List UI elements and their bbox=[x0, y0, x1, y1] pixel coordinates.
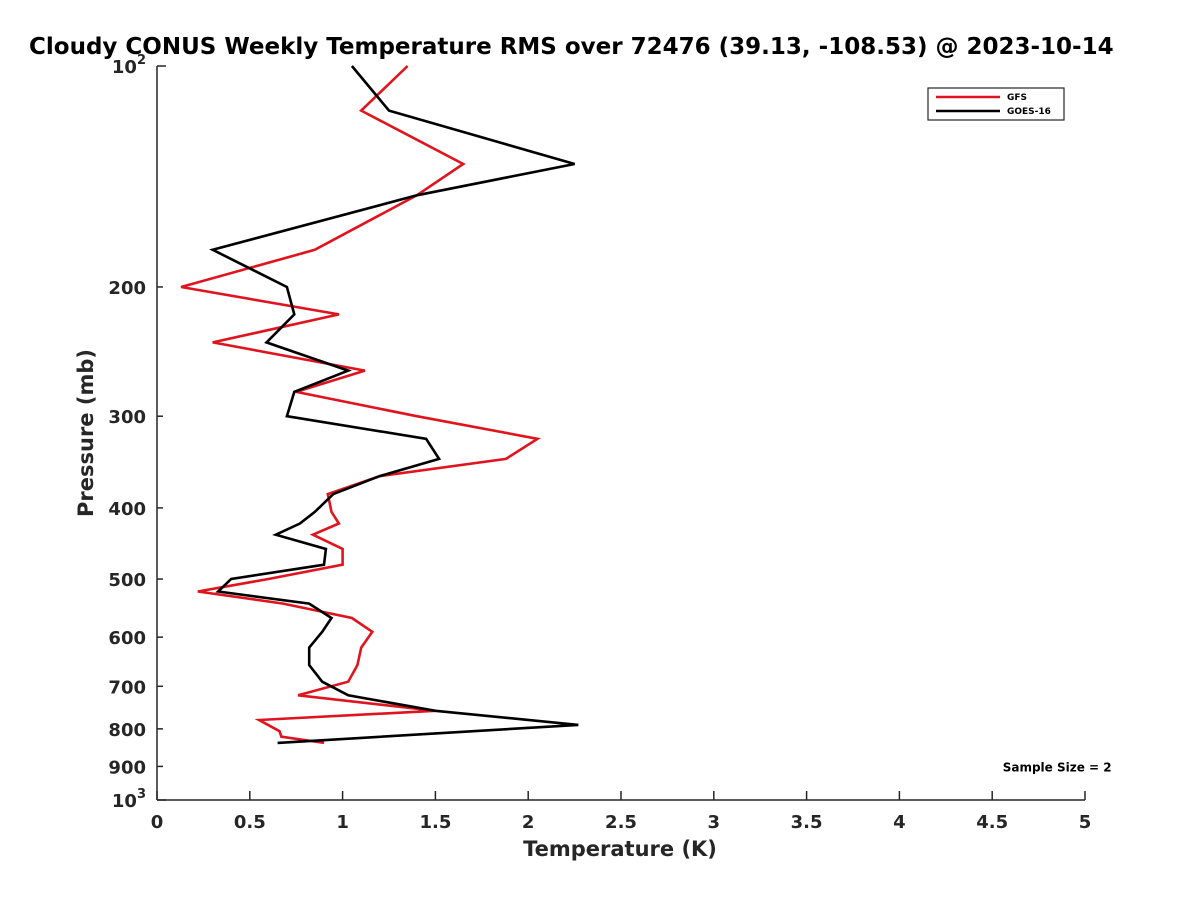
x-tick-label: 1 bbox=[336, 812, 349, 833]
series-line-goes-16 bbox=[209, 65, 579, 745]
x-tick-label: 4 bbox=[893, 812, 906, 833]
x-tick-label: 0.5 bbox=[234, 812, 266, 833]
legend: GFS GOES-16 bbox=[927, 87, 1065, 121]
y-tick-label: 900 bbox=[108, 757, 146, 778]
y-tick-label: 400 bbox=[108, 499, 146, 520]
x-tick-label: 1.5 bbox=[419, 812, 451, 833]
y-axis-label: Pressure (mb) bbox=[74, 349, 98, 517]
annotations: Sample Size = 2 bbox=[1003, 760, 1112, 774]
y-tick-label: 103 bbox=[112, 787, 146, 812]
y-tick-label: 800 bbox=[108, 720, 146, 741]
x-tick-label: 2 bbox=[522, 812, 535, 833]
y-tick-label: 300 bbox=[108, 407, 146, 428]
x-axis-label: Temperature (K) bbox=[523, 837, 717, 861]
chart-title: Cloudy CONUS Weekly Temperature RMS over… bbox=[29, 34, 1114, 60]
y-tick-label: 600 bbox=[108, 628, 146, 649]
legend-box bbox=[927, 87, 1065, 121]
x-tick-label: 0 bbox=[151, 812, 164, 833]
x-tick-label: 2.5 bbox=[605, 812, 637, 833]
series-line-gfs bbox=[180, 65, 541, 745]
x-tick-label: 4.5 bbox=[976, 812, 1008, 833]
y-tick-label: 102 bbox=[112, 53, 146, 78]
x-tick-label: 3.5 bbox=[791, 812, 823, 833]
legend-label: GFS bbox=[1007, 93, 1027, 103]
y-tick-label: 200 bbox=[108, 278, 146, 299]
y-tick-label: 500 bbox=[108, 570, 146, 591]
y-tick-label: 700 bbox=[108, 677, 146, 698]
series-layer bbox=[180, 65, 579, 745]
sample-size-note: Sample Size = 2 bbox=[1003, 760, 1112, 774]
x-tick-label: 5 bbox=[1079, 812, 1092, 833]
axes: 0 0.5 1 1.5 2 2.5 3 3.5 4 4.5 5 102 200 300 400 500 600 7… bbox=[108, 53, 1091, 833]
x-tick-label: 3 bbox=[708, 812, 721, 833]
legend-label: GOES-16 bbox=[1007, 107, 1051, 117]
